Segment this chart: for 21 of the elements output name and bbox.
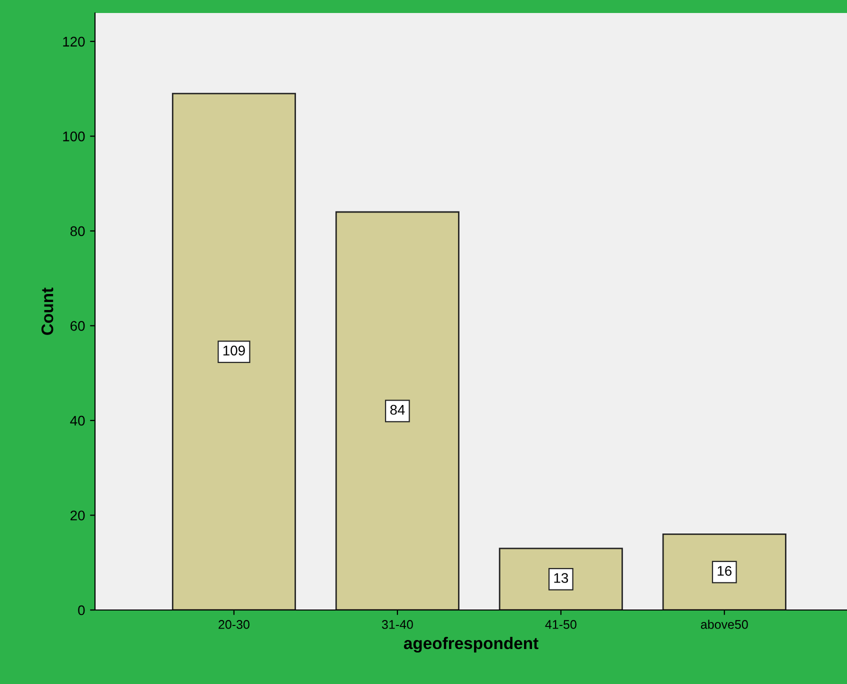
x-tick-label: above50 [700, 620, 748, 629]
y-tick-label: 120 [63, 36, 85, 47]
bar [662, 533, 786, 610]
bar [498, 548, 623, 610]
x-tick-label: 31-40 [382, 620, 413, 629]
data-label: 16 [718, 566, 732, 576]
y-tick-label: 0 [78, 605, 85, 616]
bar [335, 211, 460, 610]
y-tick-label: 80 [70, 226, 85, 236]
data-label: 84 [390, 404, 405, 415]
data-label: 13 [554, 573, 568, 583]
x-tick-label: 41-50 [545, 620, 576, 629]
bar [172, 92, 296, 610]
y-tick-label: 60 [70, 321, 85, 331]
data-label: 109 [223, 346, 245, 356]
y-tick-label: 100 [63, 132, 85, 142]
x-axis-title: ageofrespondent [404, 636, 538, 653]
x-tick-label: 20-30 [218, 620, 250, 629]
y-tick-label: 40 [70, 416, 85, 426]
y-tick-label: 20 [70, 510, 85, 520]
y-axis-title: Count [41, 288, 54, 335]
